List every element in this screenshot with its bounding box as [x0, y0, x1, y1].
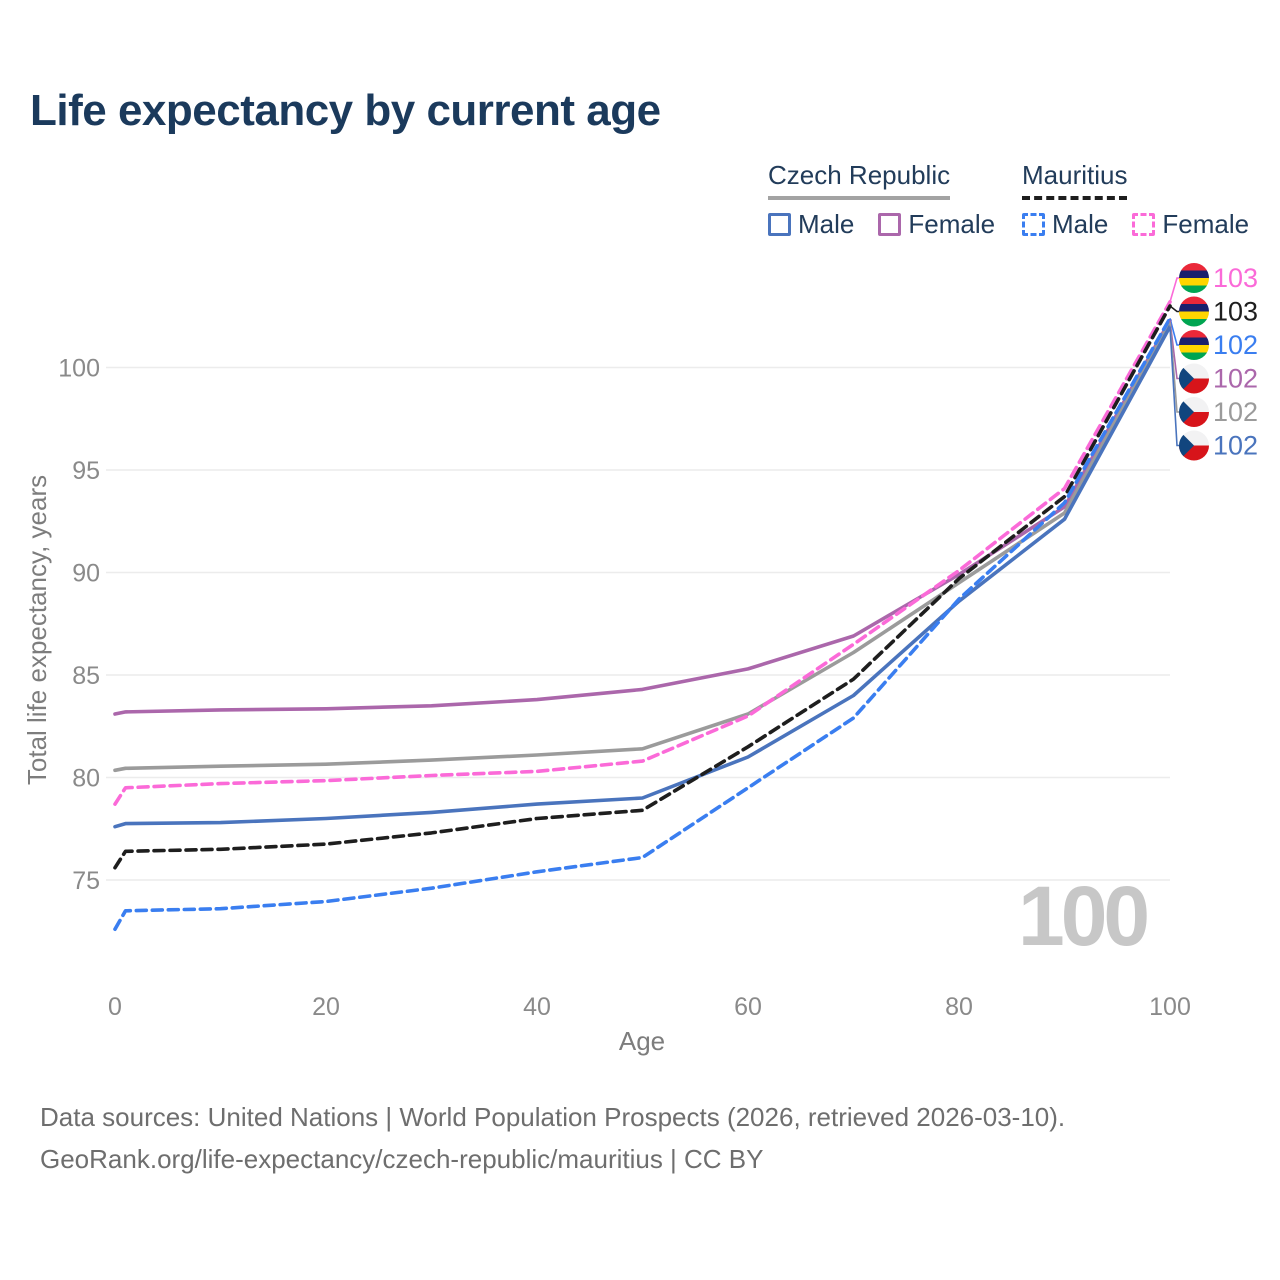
flag-icons [1179, 263, 1209, 461]
x-tick-80: 80 [945, 993, 973, 1021]
page-title: Life expectancy by current age [30, 86, 661, 135]
y-tick-90: 90 [72, 560, 100, 588]
legend-label-mauritius-female: Female [1162, 209, 1250, 239]
mauritius-flag-icon [1179, 330, 1209, 360]
legend-country-czech-republic: Czech Republic [768, 160, 951, 200]
series-line-czech-republic-male [113, 324, 1172, 829]
mauritius-flag-icon [1179, 263, 1209, 293]
legend-items-czech: Male Female [768, 209, 995, 240]
series-line-mauritius-male [113, 316, 1172, 931]
mauritius-male-swatch-icon [1022, 213, 1045, 236]
data-sources-line: Data sources: United Nations | World Pop… [40, 1102, 1066, 1132]
mauritius-flag-icon [1179, 296, 1209, 327]
series-line-mauritius-female [113, 300, 1172, 806]
mauritius-female-swatch-icon [1132, 213, 1156, 236]
legend-toggle-mauritius-female[interactable]: Female [1132, 209, 1249, 240]
legend-label-czech-male: Male [798, 209, 855, 239]
legend-items-mauritius: Male Female [1022, 209, 1249, 240]
x-tick-100: 100 [1149, 993, 1191, 1021]
leader-line-mauritius-female [1169, 277, 1181, 303]
footer-url-line: GeoRank.org/life-expectancy/czech-republ… [40, 1144, 764, 1175]
end-value-label-mauritius-female: 103 [1213, 263, 1258, 293]
series-line-mauritius-both-sexes [113, 304, 1172, 870]
series-line-czech-republic-female [113, 318, 1172, 716]
legend-label-czech-female: Female [908, 209, 996, 239]
series-line-czech-republic-both-sexes [113, 320, 1172, 773]
legend-country-mauritius: Mauritius [1022, 160, 1128, 200]
legend-toggle-czech-female[interactable]: Female [878, 209, 995, 240]
czech-female-swatch-icon [878, 213, 902, 236]
series-lines [113, 300, 1172, 931]
end-value-label-czech-republic-both-sexes: 102 [1213, 397, 1258, 427]
y-tick-100: 100 [58, 355, 100, 383]
end-value-label-czech-republic-male: 102 [1213, 431, 1258, 461]
leader-lines [1169, 277, 1181, 447]
footer: Data sources: United Nations | World Pop… [40, 1102, 1066, 1189]
czech-male-swatch-icon [768, 213, 791, 236]
legend-group-mauritius: Mauritius Male Female [1022, 160, 1249, 240]
x-tick-20: 20 [312, 993, 340, 1021]
czech-flag-icon [1179, 363, 1209, 394]
x-axis-title: Age [619, 1026, 665, 1056]
legend-group-czech-republic: Czech Republic Male Female [768, 160, 995, 240]
legend-toggle-mauritius-male[interactable]: Male [1022, 209, 1108, 240]
gridlines: 75 80 85 90 95 100 0 20 40 60 80 100 [58, 355, 1191, 1022]
y-tick-85: 85 [72, 662, 100, 690]
y-tick-80: 80 [72, 765, 100, 793]
y-tick-75: 75 [72, 867, 100, 895]
y-tick-95: 95 [72, 457, 100, 485]
czech-flag-icon [1179, 430, 1209, 461]
x-tick-40: 40 [523, 993, 551, 1021]
x-tick-60: 60 [734, 993, 762, 1021]
watermark-current-age: 100 [1018, 869, 1150, 963]
end-value-label-mauritius-male: 102 [1213, 330, 1258, 360]
legend-label-mauritius-male: Male [1052, 209, 1109, 239]
legend-toggle-czech-male[interactable]: Male [768, 209, 854, 240]
life-expectancy-line-chart: Total life expectancy, years Age 75 80 85 9… [22, 263, 1258, 1056]
x-tick-0: 0 [108, 993, 122, 1021]
end-value-label-mauritius-both-sexes: 103 [1213, 297, 1258, 327]
end-value-label-czech-republic-female: 102 [1213, 364, 1258, 394]
czech-flag-icon [1179, 397, 1209, 427]
y-axis-title: Total life expectancy, years [22, 475, 52, 785]
